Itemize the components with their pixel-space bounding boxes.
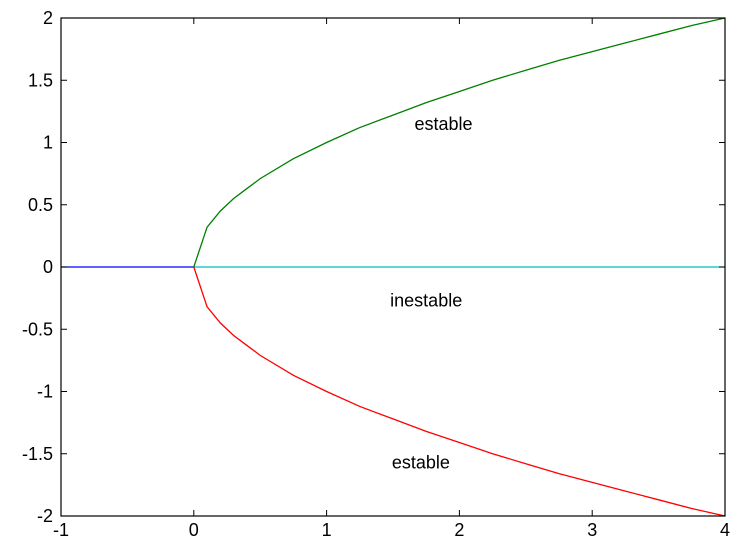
- plot-lines: [61, 17, 726, 517]
- x-tick-label: 0: [189, 520, 199, 540]
- x-tick-label: 3: [587, 520, 597, 540]
- y-tick-label: -0.5: [22, 319, 53, 339]
- y-tick-label: 1.5: [28, 70, 53, 90]
- y-tick-label: -1.5: [22, 444, 53, 464]
- y-tick-label: -1: [37, 382, 53, 402]
- y-tick-label: 0: [43, 257, 53, 277]
- annotations: estable inestable estable: [390, 114, 472, 473]
- y-tick-label: 1: [43, 133, 53, 153]
- x-axis: -1 0 1 2 3 4: [53, 18, 730, 540]
- y-tick-label: 2: [43, 8, 53, 28]
- annotation-label: estable: [414, 114, 472, 134]
- series-line-2: [193, 17, 726, 268]
- series-line-3: [193, 266, 726, 517]
- y-tick-label: 0.5: [28, 195, 53, 215]
- annotation-label: estable: [392, 452, 450, 472]
- x-tick-label: -1: [53, 520, 69, 540]
- y-axis: -2 -1.5 -1 -0.5 0 0.5 1 1.5 2: [22, 8, 725, 526]
- x-tick-label: 2: [454, 520, 464, 540]
- x-tick-label: 4: [720, 520, 730, 540]
- annotation-label: inestable: [390, 291, 462, 311]
- y-tick-label: -2: [37, 506, 53, 526]
- x-tick-label: 1: [322, 520, 332, 540]
